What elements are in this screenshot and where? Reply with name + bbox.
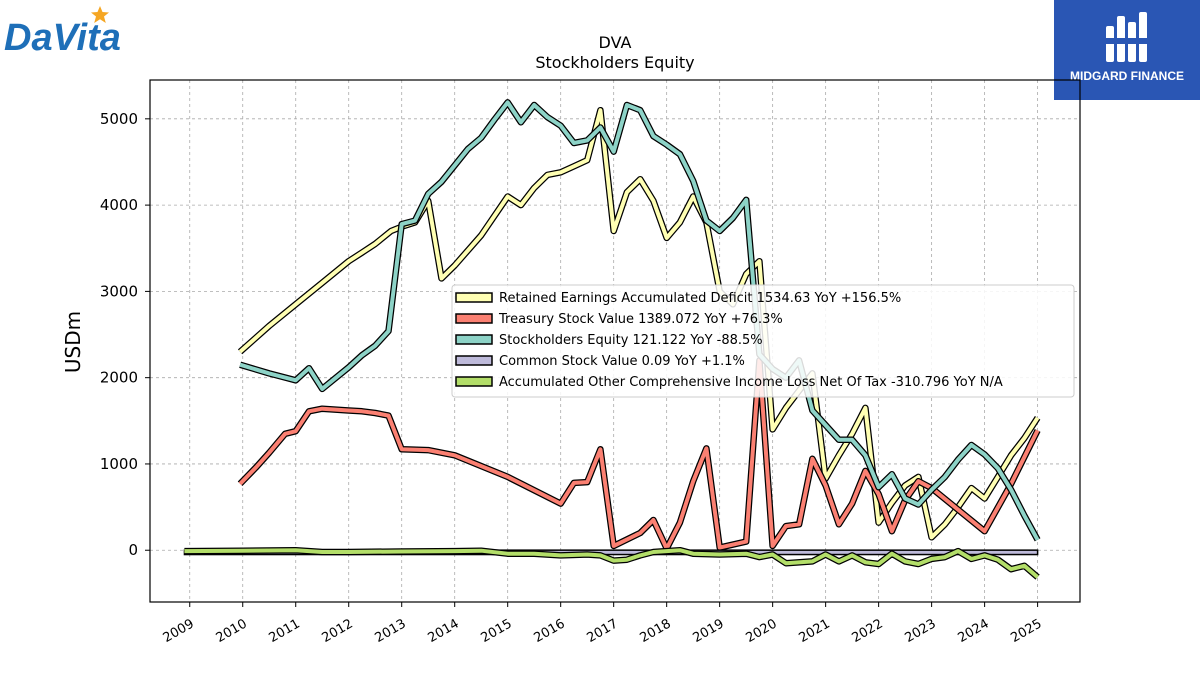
y-tick-label: 0 xyxy=(128,541,138,559)
midgard-logo-text: MIDGARD FINANCE xyxy=(1070,69,1184,83)
legend-swatch xyxy=(455,334,493,345)
y-tick-label: 1000 xyxy=(100,455,138,473)
legend-entry: Treasury Stock Value 1389.072 YoY +76.3% xyxy=(498,312,783,327)
chart-series xyxy=(183,99,1041,580)
x-tick-label: 2009 xyxy=(161,616,197,646)
legend-swatch xyxy=(455,376,493,387)
x-tick-label: 2023 xyxy=(902,616,938,646)
legend-swatch xyxy=(455,313,493,324)
x-tick-label: 2012 xyxy=(320,616,356,646)
x-tick-label: 2019 xyxy=(690,616,726,646)
star-icon xyxy=(91,6,109,23)
legend-swatch xyxy=(455,292,493,303)
legend-entry: Common Stock Value 0.09 YoY +1.1% xyxy=(499,354,745,369)
legend-entry: Accumulated Other Comprehensive Income L… xyxy=(499,375,1003,390)
x-tick-label: 2021 xyxy=(796,616,832,646)
series-line-accumulated-other-comprehensive-income-loss-net-of-tax xyxy=(184,548,1039,579)
legend-box xyxy=(451,284,1075,398)
x-tick-label: 2018 xyxy=(638,616,674,646)
x-tick-label: 2024 xyxy=(955,616,991,646)
y-tick-label: 2000 xyxy=(100,369,138,387)
midgard-emblem-icon xyxy=(1106,12,1147,62)
legend-entry: Retained Earnings Accumulated Deficit 15… xyxy=(499,291,901,306)
y-tick-label: 5000 xyxy=(100,110,138,128)
plot-frame xyxy=(149,79,1081,603)
midgard-finance-logo: MIDGARD FINANCE xyxy=(1054,0,1200,100)
x-tick-label: 2020 xyxy=(743,616,779,646)
x-tick-label: 2010 xyxy=(214,616,250,646)
x-tick-label: 2013 xyxy=(373,616,409,646)
x-tick-label: 2011 xyxy=(267,616,303,646)
x-tick-label: 2015 xyxy=(479,616,515,646)
chart-title: DVA xyxy=(599,33,632,52)
x-tick-label: 2016 xyxy=(532,616,568,646)
chart-subtitle: Stockholders Equity xyxy=(535,53,694,72)
x-tick-label: 2017 xyxy=(585,616,621,646)
x-tick-label: 2022 xyxy=(849,616,885,646)
series-line-treasury-stock-value xyxy=(238,358,1040,551)
chart-legend: Retained Earnings Accumulated Deficit 15… xyxy=(451,284,1075,398)
y-axis-label: USDm xyxy=(61,311,85,373)
davita-logo-text: DaVita xyxy=(4,17,121,59)
x-tick-label: 2014 xyxy=(426,616,462,646)
y-tick-label: 4000 xyxy=(100,196,138,214)
x-tick-label: 2025 xyxy=(1008,616,1044,646)
legend-entry: Stockholders Equity 121.122 YoY -88.5% xyxy=(499,333,763,348)
davita-logo: DaVita xyxy=(4,6,144,60)
series-line-stockholders-equity xyxy=(239,100,1040,541)
y-tick-label: 3000 xyxy=(100,282,138,300)
legend-swatch xyxy=(455,355,493,366)
